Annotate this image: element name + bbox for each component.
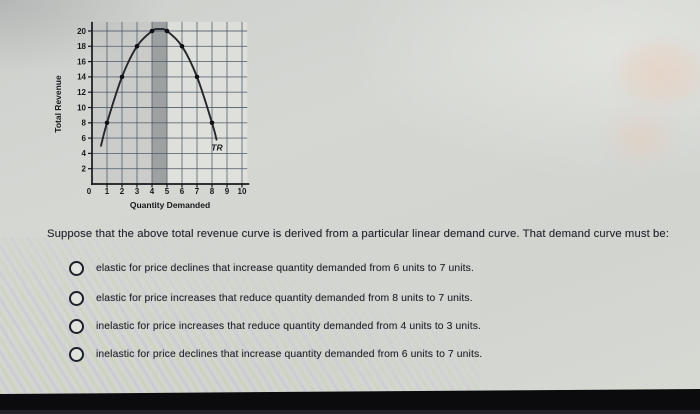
x-tick-label: 4	[150, 187, 155, 196]
answer-option-2[interactable]: elastic for price increases that reduce …	[69, 291, 473, 306]
answer-option-4[interactable]: inelastic for price declines that increa…	[69, 347, 482, 362]
tr-curve	[100, 27, 218, 147]
x-tick-label: 1	[105, 187, 110, 196]
data-point	[209, 120, 215, 126]
y-tick-label: 6	[82, 134, 87, 143]
y-tick-label: 2	[82, 165, 87, 174]
radio-button-2[interactable]	[69, 291, 84, 306]
y-tick-label: 8	[82, 119, 87, 128]
x-tick-label: 8	[210, 187, 215, 196]
question-text: Suppose that the above total revenue cur…	[47, 228, 670, 240]
flash-glare	[578, 22, 700, 182]
y-tick-label: 14	[77, 73, 86, 82]
radio-button-1[interactable]	[69, 261, 84, 276]
x-tick-label: 2	[120, 187, 125, 196]
data-point	[179, 44, 185, 49]
tr-curve-label: TR	[211, 142, 223, 152]
y-tick-label: 18	[77, 42, 86, 51]
radio-button-3[interactable]	[69, 319, 84, 334]
answer-option-1[interactable]: elastic for price declines that increase…	[69, 261, 474, 276]
y-tick-label: 20	[77, 27, 86, 36]
data-point	[134, 44, 140, 49]
y-axis-title: Total Revenue	[53, 75, 63, 133]
x-axis-title: Quantity Demanded	[130, 200, 210, 210]
shaded-region-2	[152, 21, 167, 184]
data-point	[149, 28, 155, 34]
radio-button-4[interactable]	[69, 347, 84, 362]
answer-option-3[interactable]: inelastic for price increases that reduc…	[69, 319, 481, 334]
x-tick-label: 0	[87, 187, 92, 196]
x-tick-label: 7	[195, 187, 200, 196]
option-label-2: elastic for price increases that reduce …	[96, 293, 473, 304]
option-label-3: inelastic for price increases that reduc…	[96, 321, 481, 332]
data-point	[104, 120, 110, 126]
x-tick-label: 6	[180, 187, 185, 196]
x-tick-label: 5	[165, 187, 170, 196]
data-point	[119, 74, 125, 80]
x-tick-label: 3	[135, 187, 140, 196]
data-point	[194, 74, 200, 80]
option-label-4: inelastic for price declines that increa…	[96, 349, 483, 360]
plot-area	[92, 21, 248, 184]
data-point	[164, 28, 170, 34]
x-tick-label: 9	[225, 187, 230, 196]
bezel-inner-strip	[0, 410, 700, 414]
y-tick-label: 10	[77, 103, 86, 112]
x-tick-label: 10	[238, 187, 247, 196]
y-tick-label: 4	[82, 149, 87, 158]
option-label-1: elastic for price declines that increase…	[96, 263, 474, 274]
y-tick-label: 16	[77, 57, 86, 66]
chart-container: 2 4 6 8 10 12 14 16 18 20 0 1 2 3 4 5 6 7 8 9 10 TR Total Reve…	[48, 8, 252, 219]
y-tick-label: 12	[77, 88, 86, 97]
